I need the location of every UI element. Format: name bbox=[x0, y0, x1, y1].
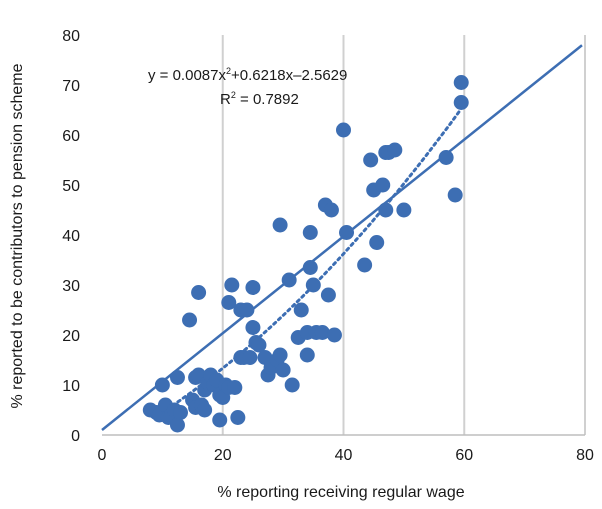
data-point bbox=[224, 277, 240, 293]
data-point bbox=[272, 217, 288, 233]
x-tick-label: 40 bbox=[335, 447, 353, 464]
data-point bbox=[212, 412, 228, 428]
y-tick-label: 20 bbox=[62, 328, 80, 345]
x-tick-label: 80 bbox=[576, 447, 594, 464]
data-point bbox=[284, 377, 300, 393]
data-point bbox=[245, 320, 261, 335]
x-tick-label: 20 bbox=[214, 447, 232, 464]
data-point bbox=[302, 260, 318, 275]
data-point bbox=[272, 347, 288, 363]
y-axis-label: % reported to be contributors to pension… bbox=[9, 63, 26, 408]
trendline-equation: y = 0.0087x2+0.6218x–2.5629 bbox=[148, 66, 347, 84]
data-point bbox=[293, 302, 309, 318]
data-point bbox=[378, 202, 394, 218]
data-point bbox=[363, 152, 379, 168]
data-point bbox=[154, 377, 170, 393]
y-tick-label: 10 bbox=[62, 378, 80, 395]
x-tick-label: 60 bbox=[455, 447, 473, 464]
data-point bbox=[438, 150, 454, 165]
data-points bbox=[142, 75, 469, 433]
data-point bbox=[242, 350, 258, 365]
data-point bbox=[447, 187, 463, 203]
x-axis-label: % reporting receiving regular wage bbox=[217, 484, 464, 501]
data-point bbox=[320, 287, 336, 303]
y-tick-label: 60 bbox=[62, 128, 80, 145]
data-point bbox=[275, 362, 291, 378]
data-point bbox=[299, 347, 315, 363]
data-point bbox=[172, 405, 188, 420]
axes: 0 20 40 60 80 0 10 20 30 40 50 60 70 80 bbox=[62, 28, 594, 464]
data-point bbox=[221, 295, 237, 310]
data-point bbox=[227, 380, 243, 395]
data-point bbox=[305, 277, 321, 293]
data-point bbox=[357, 257, 373, 273]
data-point bbox=[314, 325, 330, 340]
data-point bbox=[281, 272, 297, 288]
data-point bbox=[197, 402, 213, 418]
y-tick-label: 30 bbox=[62, 278, 80, 295]
data-point bbox=[453, 75, 469, 90]
y-tick-label: 80 bbox=[62, 28, 80, 45]
data-point bbox=[169, 370, 185, 385]
x-tick-label: 0 bbox=[98, 447, 107, 464]
y-tick-label: 50 bbox=[62, 178, 80, 195]
data-point bbox=[251, 337, 267, 353]
data-point bbox=[326, 327, 342, 343]
data-point bbox=[396, 202, 412, 218]
data-point bbox=[336, 122, 351, 138]
data-point bbox=[323, 202, 339, 218]
data-point bbox=[230, 410, 246, 425]
data-point bbox=[387, 142, 403, 158]
data-point bbox=[245, 280, 261, 295]
data-point bbox=[302, 225, 318, 240]
data-point bbox=[169, 417, 185, 433]
data-point bbox=[239, 302, 255, 318]
y-tick-label: 0 bbox=[71, 428, 80, 445]
r-squared-label: R2 = 0.7892 bbox=[220, 90, 299, 108]
data-point bbox=[182, 312, 198, 328]
data-point bbox=[375, 177, 391, 193]
data-point bbox=[191, 285, 207, 300]
y-tick-label: 70 bbox=[62, 78, 80, 95]
data-point bbox=[339, 225, 355, 240]
y-tick-label: 40 bbox=[62, 228, 80, 245]
data-point bbox=[453, 95, 469, 110]
data-point bbox=[369, 235, 385, 250]
